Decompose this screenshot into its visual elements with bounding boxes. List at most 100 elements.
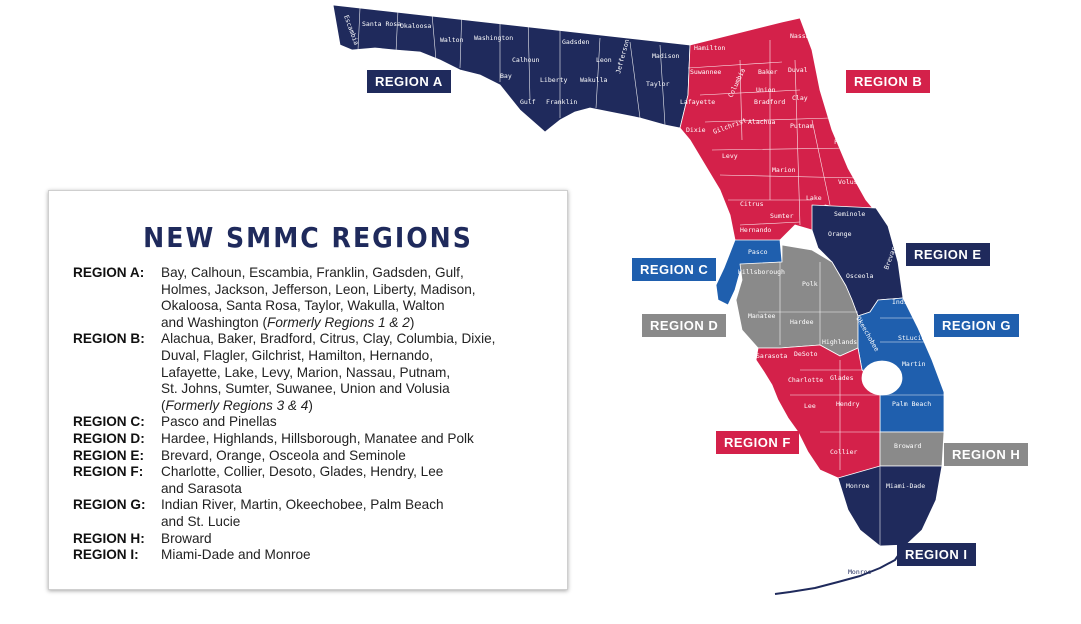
legend-row-text: Alachua, Baker, Bradford, Citrus, Clay, … xyxy=(161,331,563,414)
legend-row-label: REGION G: xyxy=(73,497,146,513)
county-label-hardee: Hardee xyxy=(790,318,814,326)
county-label-walton: Walton xyxy=(440,36,464,44)
county-label-hamilton: Hamilton xyxy=(694,44,725,52)
county-label-collier: Collier xyxy=(830,448,857,456)
county-label-citrus: Citrus xyxy=(740,200,764,208)
legend-row: REGION B: Alachua, Baker, Bradford, Citru… xyxy=(73,331,563,414)
legend-row-line: Indian River, Martin, Okeechobee, Palm B… xyxy=(161,497,444,513)
legend-row-label: REGION D: xyxy=(73,430,145,446)
county-label-martin: Martin xyxy=(902,360,926,368)
legend-row-label: REGION I: xyxy=(73,547,139,563)
county-label-taylor: Taylor xyxy=(646,80,670,88)
county-label-alachua: Alachua xyxy=(748,118,775,126)
county-label-pasco: Pasco xyxy=(748,248,768,256)
region-c-area[interactable] xyxy=(715,239,783,306)
legend-row-line: Miami-Dade and Monroe xyxy=(161,547,311,563)
county-label-santa-rosa: Santa Rosa xyxy=(362,20,401,28)
region-c-tag: REGION C xyxy=(632,258,717,281)
county-label-clay: Clay xyxy=(792,94,808,102)
county-label-desoto: DeSoto xyxy=(794,350,818,358)
county-label-sarasota: Sarasota xyxy=(756,352,787,360)
county-label-manatee: Manatee xyxy=(748,312,775,320)
region-i-area[interactable] xyxy=(837,465,943,547)
county-label-charlotte: Charlotte xyxy=(788,376,823,384)
county-lines xyxy=(357,7,944,546)
county-label-sumter: Sumter xyxy=(770,212,794,220)
region-a-tag: REGION A xyxy=(367,70,451,93)
county-label-leon: Leon xyxy=(596,56,612,64)
legend-row-line: and Sarasota xyxy=(161,480,242,496)
county-label-lafayette: Lafayette xyxy=(680,98,715,106)
legend-row-text: Hardee, Highlands, Hillsborough, Manatee… xyxy=(161,431,563,448)
county-label-monroe-keys: Monroe xyxy=(848,568,872,576)
legend-row-line: Hardee, Highlands, Hillsborough, Manatee… xyxy=(161,430,474,446)
county-label-holmes: Holmes xyxy=(466,8,490,16)
county-label-st-lucie: StLucie xyxy=(898,334,925,342)
county-label-dixie: Dixie xyxy=(686,126,706,134)
legend-title: NEW SMMC REGIONS xyxy=(143,221,473,254)
legend-row-line: Holmes, Jackson, Jefferson, Leon, Libert… xyxy=(161,281,476,297)
county-label-nassau: Nassau xyxy=(790,32,814,40)
county-label-liberty: Liberty xyxy=(540,76,567,84)
legend-row-line: Broward xyxy=(161,530,212,546)
county-label-suwannee: Suwannee xyxy=(690,68,721,76)
county-label-glades: Glades xyxy=(830,374,854,382)
legend-row-line: and St. Lucie xyxy=(161,513,241,529)
florida-keys xyxy=(774,549,903,595)
region-g-tag: REGION G xyxy=(934,314,1020,337)
county-label-okaloosa: Okaloosa xyxy=(400,22,431,30)
legend-row-label: REGION H: xyxy=(73,530,145,546)
county-label-duval: Duval xyxy=(788,66,808,74)
lake-okeechobee xyxy=(861,360,903,396)
county-label-franklin: Franklin xyxy=(546,98,577,106)
legend-row-text: Indian River, Martin, Okeechobee, Palm B… xyxy=(161,497,563,530)
region-e-tag: REGION E xyxy=(906,243,990,266)
legend-row: REGION C: Pasco and Pinellas xyxy=(73,414,563,431)
county-label-seminole: Seminole xyxy=(834,210,865,218)
legend-row-line: Bay, Calhoun, Escambia, Franklin, Gadsde… xyxy=(161,265,464,280)
county-label-hernando: Hernando xyxy=(740,226,771,234)
legend-row: REGION H: Broward xyxy=(73,531,563,548)
legend-row-label: REGION E: xyxy=(73,447,144,463)
legend-row-line: Charlotte, Collier, Desoto, Glades, Hend… xyxy=(161,464,444,480)
legend-row-text: Miami-Dade and Monroe xyxy=(161,547,563,564)
legend-row-line: Brevard, Orange, Osceola and Seminole xyxy=(161,447,406,463)
legend-row: REGION F: Charlotte, Collier, Desoto, Gla… xyxy=(73,464,563,497)
legend-row-line: and Washington (Formerly Regions 1 & 2) xyxy=(161,314,415,330)
legend-row-text: Broward xyxy=(161,531,563,548)
region-f-tag: REGION F xyxy=(716,431,799,454)
legend-row: REGION A: Bay, Calhoun, Escambia, Frankli… xyxy=(73,265,563,331)
legend-row: REGION D: Hardee, Highlands, Hillsborough… xyxy=(73,431,563,448)
legend-row: REGION E: Brevard, Orange, Osceola and Se… xyxy=(73,448,563,465)
county-label-jackson: Jackson xyxy=(516,18,543,26)
county-label-flagler: Flagler xyxy=(834,138,861,146)
legend-row-label: REGION F: xyxy=(73,464,144,480)
county-label-highlands: Highlands xyxy=(822,338,857,346)
county-label-hillsborough: Hillsborough xyxy=(738,268,785,276)
county-label-orange: Orange xyxy=(828,230,852,238)
county-label-bay: Bay xyxy=(500,72,512,80)
county-label-gadsden: Gadsden xyxy=(562,38,589,46)
county-label-madison: Madison xyxy=(652,52,679,60)
county-label-levy: Levy xyxy=(722,152,738,160)
county-label-baker: Baker xyxy=(758,68,778,76)
legend-row-text: Bay, Calhoun, Escambia, Franklin, Gadsde… xyxy=(161,265,563,331)
region-i-tag: REGION I xyxy=(897,543,976,566)
county-label-bradford: Bradford xyxy=(754,98,785,106)
region-a-area[interactable] xyxy=(332,4,691,133)
county-label-washington: Washington xyxy=(474,34,513,42)
legend-row-text: Charlotte, Collier, Desoto, Glades, Hend… xyxy=(161,464,563,497)
legend-row: REGION I: Miami-Dade and Monroe xyxy=(73,547,563,564)
region-b-tag: REGION B xyxy=(846,70,931,93)
county-label-lee: Lee xyxy=(804,402,816,410)
legend-row-text: Pasco and Pinellas xyxy=(161,414,563,431)
county-label-wakulla: Wakulla xyxy=(580,76,607,84)
legend-row-label: REGION B: xyxy=(73,331,145,347)
county-label-miami-dade: Miami-Dade xyxy=(886,482,925,490)
legend-row-line: Alachua, Baker, Bradford, Citrus, Clay, … xyxy=(161,331,496,347)
legend-row-line: Pasco and Pinellas xyxy=(161,414,277,430)
region-f-area[interactable] xyxy=(755,344,881,481)
county-label-osceola: Osceola xyxy=(846,272,873,280)
county-label-gulf: Gulf xyxy=(520,98,536,106)
